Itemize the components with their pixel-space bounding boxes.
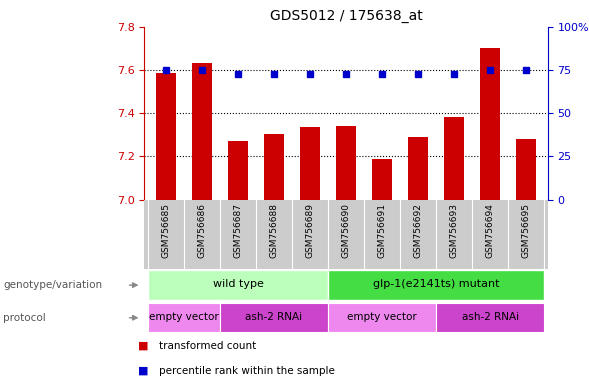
Text: GSM756689: GSM756689 bbox=[306, 203, 315, 258]
Bar bbox=[516, 139, 536, 200]
Bar bbox=[192, 63, 212, 200]
Text: GSM756687: GSM756687 bbox=[233, 203, 243, 258]
Bar bbox=[436, 303, 544, 333]
Text: GSM756694: GSM756694 bbox=[486, 203, 495, 258]
Bar bbox=[372, 159, 392, 200]
Text: ash-2 RNAi: ash-2 RNAi bbox=[246, 312, 303, 322]
Bar bbox=[264, 134, 284, 200]
Bar bbox=[328, 270, 544, 300]
Bar bbox=[300, 127, 320, 200]
Text: GSM756685: GSM756685 bbox=[161, 203, 170, 258]
Bar bbox=[480, 48, 500, 200]
Bar bbox=[220, 303, 328, 333]
Text: GSM756695: GSM756695 bbox=[522, 203, 531, 258]
Text: GSM756688: GSM756688 bbox=[270, 203, 279, 258]
Bar bbox=[148, 270, 328, 300]
Text: genotype/variation: genotype/variation bbox=[3, 280, 102, 290]
Text: glp-1(e2141ts) mutant: glp-1(e2141ts) mutant bbox=[373, 280, 499, 290]
Text: wild type: wild type bbox=[213, 280, 263, 290]
Bar bbox=[328, 303, 436, 333]
Bar bbox=[228, 141, 248, 200]
Bar bbox=[444, 116, 464, 200]
Text: transformed count: transformed count bbox=[159, 341, 256, 351]
Text: GSM756692: GSM756692 bbox=[413, 203, 422, 258]
Text: ash-2 RNAi: ash-2 RNAi bbox=[462, 312, 519, 322]
Text: GSM756690: GSM756690 bbox=[342, 203, 350, 258]
Text: empty vector: empty vector bbox=[149, 312, 219, 322]
Text: protocol: protocol bbox=[3, 313, 46, 323]
Bar bbox=[156, 73, 176, 200]
Bar bbox=[336, 126, 356, 200]
Text: ■: ■ bbox=[138, 341, 149, 351]
Text: empty vector: empty vector bbox=[347, 312, 417, 322]
Text: GSM756686: GSM756686 bbox=[197, 203, 206, 258]
Text: GSM756693: GSM756693 bbox=[449, 203, 459, 258]
Text: GSM756691: GSM756691 bbox=[378, 203, 386, 258]
Text: percentile rank within the sample: percentile rank within the sample bbox=[159, 366, 335, 376]
Bar bbox=[148, 303, 220, 333]
Text: ■: ■ bbox=[138, 366, 149, 376]
Title: GDS5012 / 175638_at: GDS5012 / 175638_at bbox=[270, 9, 422, 23]
Bar bbox=[408, 137, 428, 200]
